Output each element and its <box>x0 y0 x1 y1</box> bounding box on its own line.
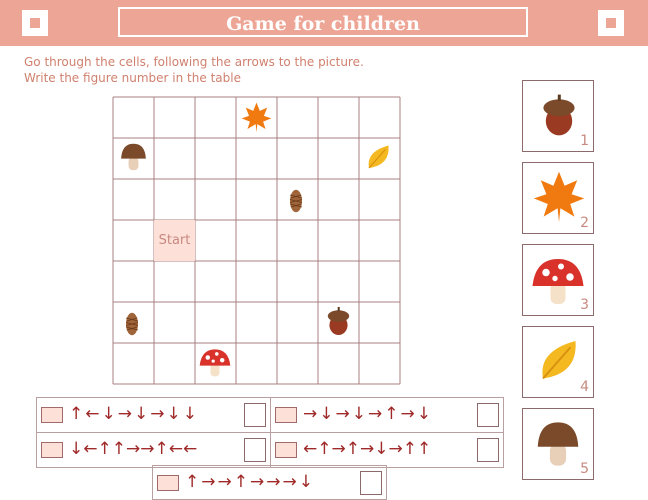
picture-card: 4 <box>522 326 594 398</box>
picture-card: 2 <box>522 162 594 234</box>
picture-card: 1 <box>522 80 594 152</box>
corner-icon <box>598 10 624 36</box>
pinecone-icon <box>125 312 139 336</box>
acorn-icon <box>327 306 350 336</box>
leaf-icon <box>368 144 390 169</box>
instruction: Write the figure number in the table <box>24 71 241 85</box>
arrow-sequence: ←↑→↑→↓→↑↑ <box>303 439 432 459</box>
title: Game for children <box>118 7 528 37</box>
pinecone-icon <box>289 189 303 213</box>
arrow-sequence: ↑←↓→↓→↓↓ <box>69 404 199 424</box>
acorn-icon <box>543 94 575 136</box>
leaf-icon <box>541 339 577 380</box>
maple-icon <box>241 102 272 133</box>
arrow-strip: ↑←↓→↓→↓↓ <box>36 397 271 433</box>
mushroom-icon <box>121 143 146 171</box>
marker <box>275 442 297 458</box>
answer-box[interactable] <box>477 403 499 427</box>
marker <box>275 407 297 423</box>
start-cell <box>154 220 195 261</box>
start-label: Start <box>159 233 191 248</box>
picture-number: 1 <box>580 133 589 149</box>
picture-card: 5 <box>522 408 594 480</box>
amanita-icon <box>532 259 584 304</box>
instruction: Go through the cells, following the arro… <box>24 55 364 69</box>
picture-card: 3 <box>522 244 594 316</box>
arrow-strip: →↓→↓→↑→↓ <box>270 397 504 433</box>
arrow-sequence: ↓←↑↑→→↑←← <box>69 439 198 459</box>
arrow-strip: ↓←↑↑→→↑←← <box>36 432 271 468</box>
picture-number: 5 <box>580 461 589 477</box>
marker <box>157 475 179 491</box>
picture-number: 4 <box>580 379 589 395</box>
marker <box>41 442 63 458</box>
answer-box[interactable] <box>244 403 266 427</box>
marker <box>41 407 63 423</box>
maple-icon <box>533 171 585 223</box>
arrow-strip: ↑→→↑→→→↓ <box>152 465 387 500</box>
answer-box[interactable] <box>360 471 382 495</box>
corner-icon <box>22 10 48 36</box>
arrow-sequence: ↑→→↑→→→↓ <box>185 472 315 492</box>
arrow-strip: ←↑→↑→↓→↑↑ <box>270 432 504 468</box>
picture-number: 3 <box>580 297 589 313</box>
amanita-icon <box>199 349 231 377</box>
answer-box[interactable] <box>477 438 499 462</box>
picture-number: 2 <box>580 215 589 231</box>
answer-box[interactable] <box>244 438 266 462</box>
mushroom-icon <box>537 422 579 466</box>
arrow-sequence: →↓→↓→↑→↓ <box>303 404 433 424</box>
